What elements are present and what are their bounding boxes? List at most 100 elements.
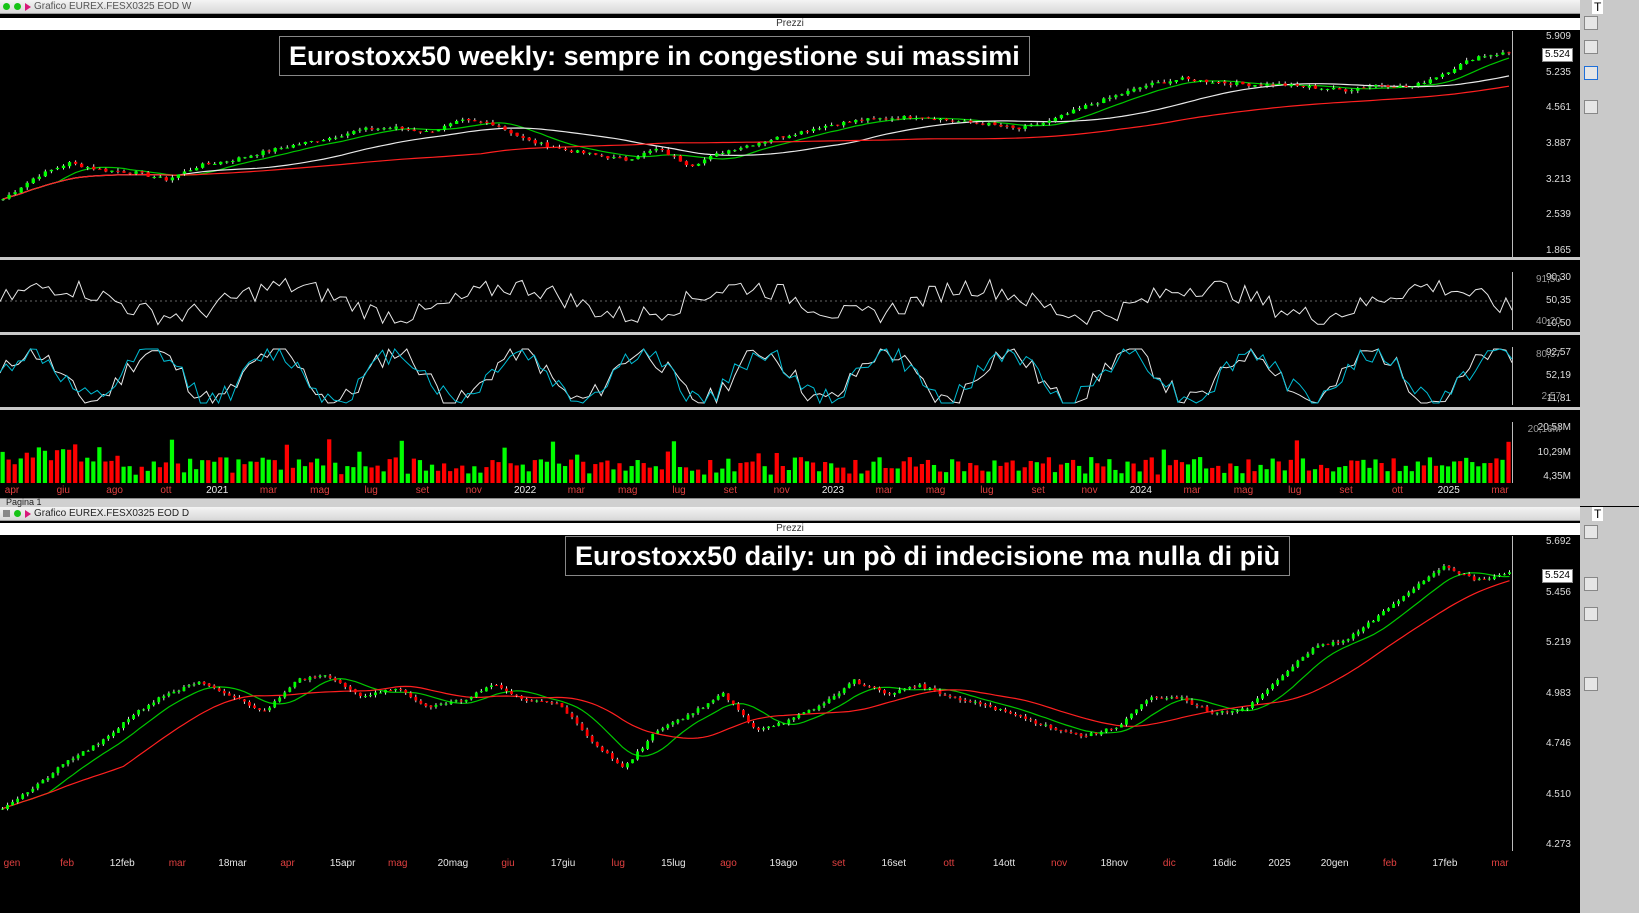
volume-bar (532, 460, 537, 483)
candle-body (464, 699, 468, 702)
x-tick-label: mar (1491, 858, 1509, 869)
candle-body (661, 728, 665, 731)
volume-bar (6, 459, 11, 483)
candle-body (1350, 90, 1354, 92)
pane-divider[interactable] (0, 332, 1580, 335)
weekly-price-chart[interactable] (0, 31, 1512, 257)
candle-body (51, 773, 55, 778)
volume-bar (460, 465, 465, 483)
candle-body (923, 684, 927, 689)
candle-body (388, 128, 392, 130)
x-tick-label: 15lug (661, 858, 686, 869)
play-arrow-icon[interactable] (25, 510, 31, 518)
candle-body (1265, 84, 1269, 86)
candle-body (343, 682, 347, 687)
menu-icon[interactable] (3, 510, 10, 517)
candle-body (434, 704, 438, 707)
toolbar-button[interactable] (1584, 40, 1598, 54)
volume-bar (42, 450, 48, 483)
volume-bar (871, 461, 876, 483)
candle-body (999, 124, 1003, 127)
candle-body (1049, 724, 1053, 729)
play-arrow-icon[interactable] (25, 3, 31, 11)
candle-body (1306, 653, 1310, 658)
candle-body (626, 763, 629, 768)
volume-bar (907, 457, 912, 483)
candle-body (1398, 85, 1402, 88)
toolbar-text[interactable]: T (1592, 507, 1604, 521)
candle-body (1442, 566, 1446, 570)
volume-bar (998, 465, 1003, 483)
volume-bar (756, 453, 761, 483)
candle-body (116, 170, 120, 172)
candle-body (903, 688, 907, 691)
weekly-window-titlebar[interactable]: Grafico EUREX.FESX0325 EOD W – □ × (0, 0, 1639, 14)
candle-body (308, 677, 312, 681)
volume-bar (1294, 440, 1300, 483)
volume-bar (121, 466, 126, 483)
toolbar-button[interactable] (1584, 677, 1598, 691)
weekly-time-axis: apr giu ago ott 2021 mar mag lug set nov 2022 mar ma… (0, 484, 1512, 497)
candle-body (1009, 711, 1012, 714)
toolbar-button[interactable] (1584, 607, 1598, 621)
volume-bar (411, 458, 416, 483)
candle-body (318, 675, 322, 677)
tab-pagina[interactable]: Pagina 1 (6, 497, 42, 507)
weekly-stochastic-chart[interactable] (0, 347, 1512, 405)
candle-body (842, 121, 846, 126)
candle-body (1440, 74, 1445, 77)
toolbar-button[interactable] (1584, 525, 1598, 539)
volume-bar (194, 469, 199, 483)
candle-body (646, 741, 650, 749)
candle-body (182, 686, 186, 692)
toolbar-text[interactable]: T (1592, 0, 1604, 14)
candle-body (346, 133, 350, 136)
candle-body (847, 683, 851, 688)
candle-body (364, 696, 367, 698)
candle-body (1205, 706, 1209, 712)
candle-body (595, 742, 599, 747)
daily-window-titlebar[interactable]: Grafico EUREX.FESX0325 EOD D – □ × (0, 507, 1639, 521)
candle-body (92, 166, 96, 170)
candle-body (565, 707, 569, 714)
x-tick-label: 14ott (992, 858, 1016, 869)
candle-body (505, 688, 508, 692)
toolbar-button[interactable] (1584, 16, 1598, 30)
candle-body (167, 693, 171, 696)
volume-bar (278, 469, 283, 483)
weekly-oscillator-chart[interactable] (0, 272, 1512, 330)
candle-body (812, 709, 816, 711)
volume-bar (73, 444, 78, 483)
candle-body (503, 126, 507, 130)
pane-divider[interactable] (0, 257, 1580, 260)
volume-bar (272, 460, 277, 483)
toolbar-button[interactable] (1584, 100, 1598, 114)
daily-price-chart[interactable] (0, 536, 1512, 851)
volume-bar (986, 471, 991, 483)
daily-time-axis: gen feb 12feb mar 18mar apr 15apr mag 20mag giu 17… (0, 857, 1512, 870)
volume-bar (611, 469, 616, 483)
volume-bar (308, 462, 314, 483)
y-tick-label: 4,35M (1543, 471, 1571, 482)
volume-bar (968, 462, 973, 483)
toolbar-button[interactable] (1584, 66, 1598, 80)
candle-body (745, 145, 749, 148)
volume-bar (605, 460, 610, 483)
candle-body (1412, 588, 1416, 593)
candle-body (805, 131, 810, 133)
pane-divider[interactable] (0, 407, 1580, 410)
candle-body (1427, 576, 1431, 582)
candle-body (176, 174, 181, 178)
toolbar-button[interactable] (1584, 577, 1598, 591)
candle-body (550, 702, 554, 704)
y-tick-label: 5.692 (1545, 536, 1571, 547)
volume-bar (1403, 465, 1408, 483)
candle-body (424, 130, 429, 132)
tab-strip[interactable]: Pagina 1 (0, 497, 1580, 507)
weekly-volume-chart[interactable] (0, 422, 1512, 483)
volume-bar (623, 470, 628, 483)
candle-body (1407, 592, 1411, 596)
candle-body (61, 165, 66, 169)
candle-body (334, 137, 338, 139)
candle-body (772, 726, 776, 728)
